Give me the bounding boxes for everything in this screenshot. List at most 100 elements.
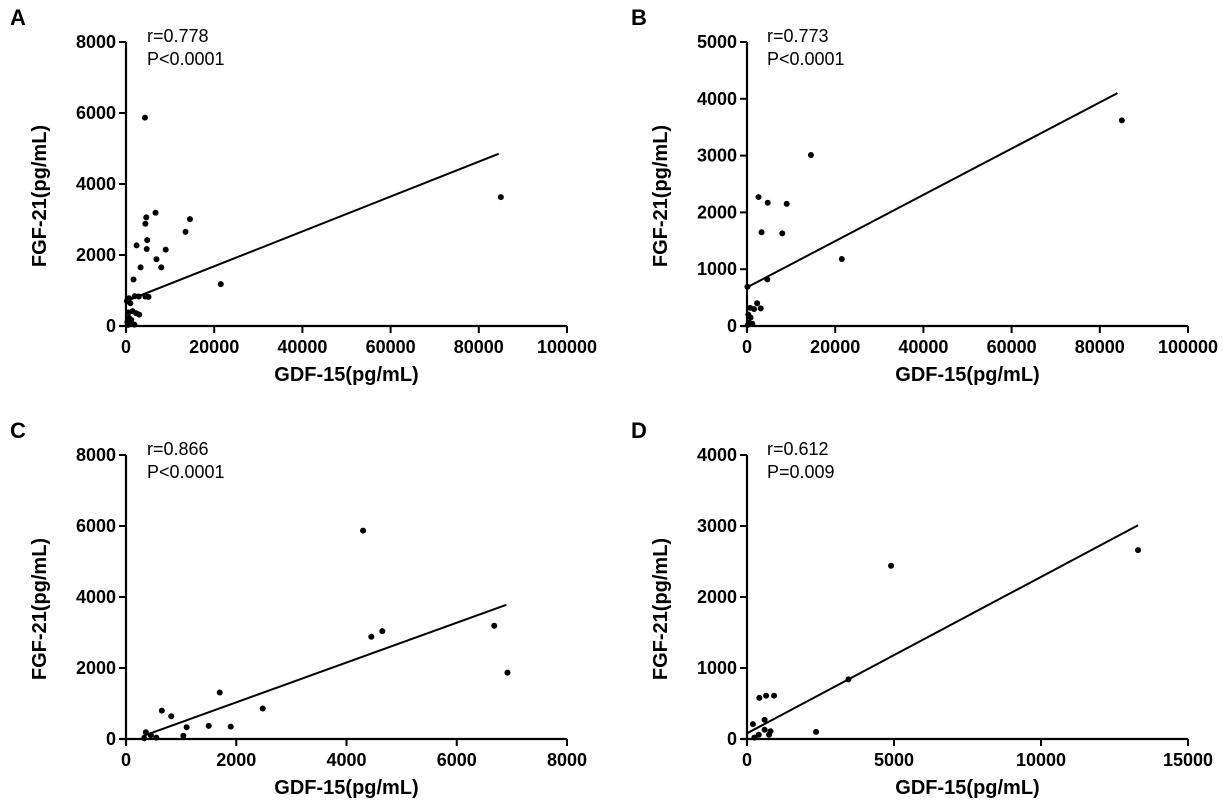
x-tick-label: 6000 bbox=[437, 750, 477, 770]
data-point bbox=[744, 321, 751, 328]
y-tick-label: 3000 bbox=[697, 146, 737, 166]
p-value-label: P=0.009 bbox=[767, 462, 835, 482]
data-point bbox=[1135, 547, 1142, 554]
data-point bbox=[379, 628, 386, 635]
x-axis-title: GDF-15(pg/mL) bbox=[274, 364, 418, 386]
data-point bbox=[360, 527, 367, 534]
x-tick-label: 0 bbox=[121, 750, 131, 770]
data-point bbox=[845, 676, 852, 683]
data-point bbox=[126, 295, 133, 302]
x-tick-label: 80000 bbox=[1075, 337, 1125, 357]
data-point bbox=[779, 230, 786, 237]
data-point bbox=[158, 264, 165, 271]
data-point bbox=[137, 264, 144, 271]
x-tick-label: 40000 bbox=[277, 337, 327, 357]
data-point bbox=[141, 114, 148, 121]
correlation-r-label: r=0.612 bbox=[767, 439, 829, 459]
correlation-r-label: r=0.773 bbox=[767, 26, 829, 46]
p-value-label: P<0.0001 bbox=[767, 49, 845, 69]
p-value-label: P<0.0001 bbox=[147, 462, 225, 482]
data-point bbox=[764, 276, 771, 283]
x-tick-label: 0 bbox=[742, 750, 752, 770]
x-tick-label: 60000 bbox=[987, 337, 1037, 357]
x-tick-label: 8000 bbox=[547, 750, 587, 770]
regression-line bbox=[746, 524, 1139, 735]
data-point bbox=[744, 283, 751, 290]
data-point bbox=[130, 276, 137, 283]
data-point bbox=[136, 311, 143, 318]
regression-line bbox=[125, 152, 500, 303]
y-tick-label: 1000 bbox=[697, 259, 737, 279]
data-point bbox=[162, 246, 169, 253]
y-tick-label: 4000 bbox=[697, 445, 737, 465]
correlation-r-label: r=0.866 bbox=[147, 439, 209, 459]
data-point bbox=[142, 729, 149, 736]
y-tick-label: 2000 bbox=[76, 245, 116, 265]
y-tick-label: 1000 bbox=[697, 658, 737, 678]
data-point bbox=[143, 245, 150, 252]
data-point bbox=[756, 694, 763, 701]
correlation-r-label: r=0.778 bbox=[147, 26, 209, 46]
data-point bbox=[888, 562, 895, 569]
data-point bbox=[143, 214, 150, 221]
x-tick-label: 0 bbox=[742, 337, 752, 357]
data-point bbox=[761, 726, 768, 733]
y-tick-label: 0 bbox=[106, 316, 116, 336]
data-point bbox=[761, 716, 768, 723]
data-point bbox=[504, 669, 511, 676]
data-point bbox=[758, 229, 765, 236]
y-tick-label: 0 bbox=[727, 316, 737, 336]
regression-line bbox=[746, 92, 1118, 289]
y-axis-title: FGF-21(pg/mL) bbox=[29, 125, 51, 267]
data-point bbox=[763, 692, 770, 699]
regression-line bbox=[142, 603, 507, 738]
y-axis-title: FGF-21(pg/mL) bbox=[29, 538, 51, 680]
data-point bbox=[217, 281, 224, 288]
y-tick-label: 8000 bbox=[76, 32, 116, 52]
data-point bbox=[180, 732, 187, 739]
data-point bbox=[182, 228, 189, 235]
data-point bbox=[807, 152, 814, 159]
x-axis-title: GDF-15(pg/mL) bbox=[895, 364, 1039, 386]
data-point bbox=[227, 723, 234, 730]
data-point bbox=[153, 734, 160, 741]
data-point bbox=[771, 692, 778, 699]
data-point bbox=[755, 194, 762, 201]
x-tick-label: 100000 bbox=[1158, 337, 1218, 357]
data-point bbox=[368, 633, 375, 640]
data-point bbox=[751, 305, 758, 312]
data-point bbox=[135, 293, 142, 300]
x-tick-label: 10000 bbox=[1016, 750, 1066, 770]
data-point bbox=[749, 721, 756, 728]
data-point bbox=[168, 713, 175, 720]
y-axis-title: FGF-21(pg/mL) bbox=[650, 125, 672, 267]
data-point bbox=[259, 705, 266, 712]
data-point bbox=[127, 300, 134, 307]
data-point bbox=[747, 314, 754, 321]
data-point bbox=[205, 722, 212, 729]
chart-panel-c: C 0 2000 4000 6000 8000 0 2000 4000 6000 8000 GDF-1… bbox=[10, 418, 587, 799]
y-tick-label: 4000 bbox=[697, 89, 737, 109]
data-point bbox=[783, 200, 790, 207]
data-point bbox=[145, 293, 152, 300]
data-point bbox=[757, 305, 764, 312]
data-point bbox=[491, 622, 498, 629]
data-point bbox=[141, 735, 148, 742]
y-tick-label: 2000 bbox=[76, 658, 116, 678]
y-tick-label: 0 bbox=[727, 729, 737, 749]
x-tick-label: 40000 bbox=[898, 337, 948, 357]
y-tick-label: 0 bbox=[106, 729, 116, 749]
panel-letter: A bbox=[10, 5, 26, 30]
chart-panel-d: D 0 1000 2000 3000 4000 0 5000 10000 15000 GDF-15(… bbox=[631, 418, 1213, 799]
y-tick-label: 6000 bbox=[76, 103, 116, 123]
x-axis-title: GDF-15(pg/mL) bbox=[274, 777, 418, 799]
y-tick-label: 2000 bbox=[697, 202, 737, 222]
x-tick-label: 80000 bbox=[454, 337, 504, 357]
data-point bbox=[133, 242, 140, 249]
y-tick-label: 4000 bbox=[76, 587, 116, 607]
data-point bbox=[838, 255, 845, 262]
data-point bbox=[183, 724, 190, 731]
data-point bbox=[125, 321, 132, 328]
x-tick-label: 20000 bbox=[189, 337, 239, 357]
